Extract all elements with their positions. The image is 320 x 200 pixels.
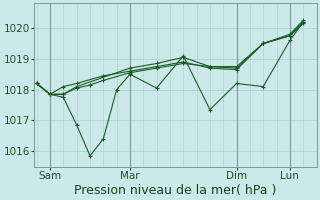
X-axis label: Pression niveau de la mer( hPa ): Pression niveau de la mer( hPa ) <box>74 184 276 197</box>
